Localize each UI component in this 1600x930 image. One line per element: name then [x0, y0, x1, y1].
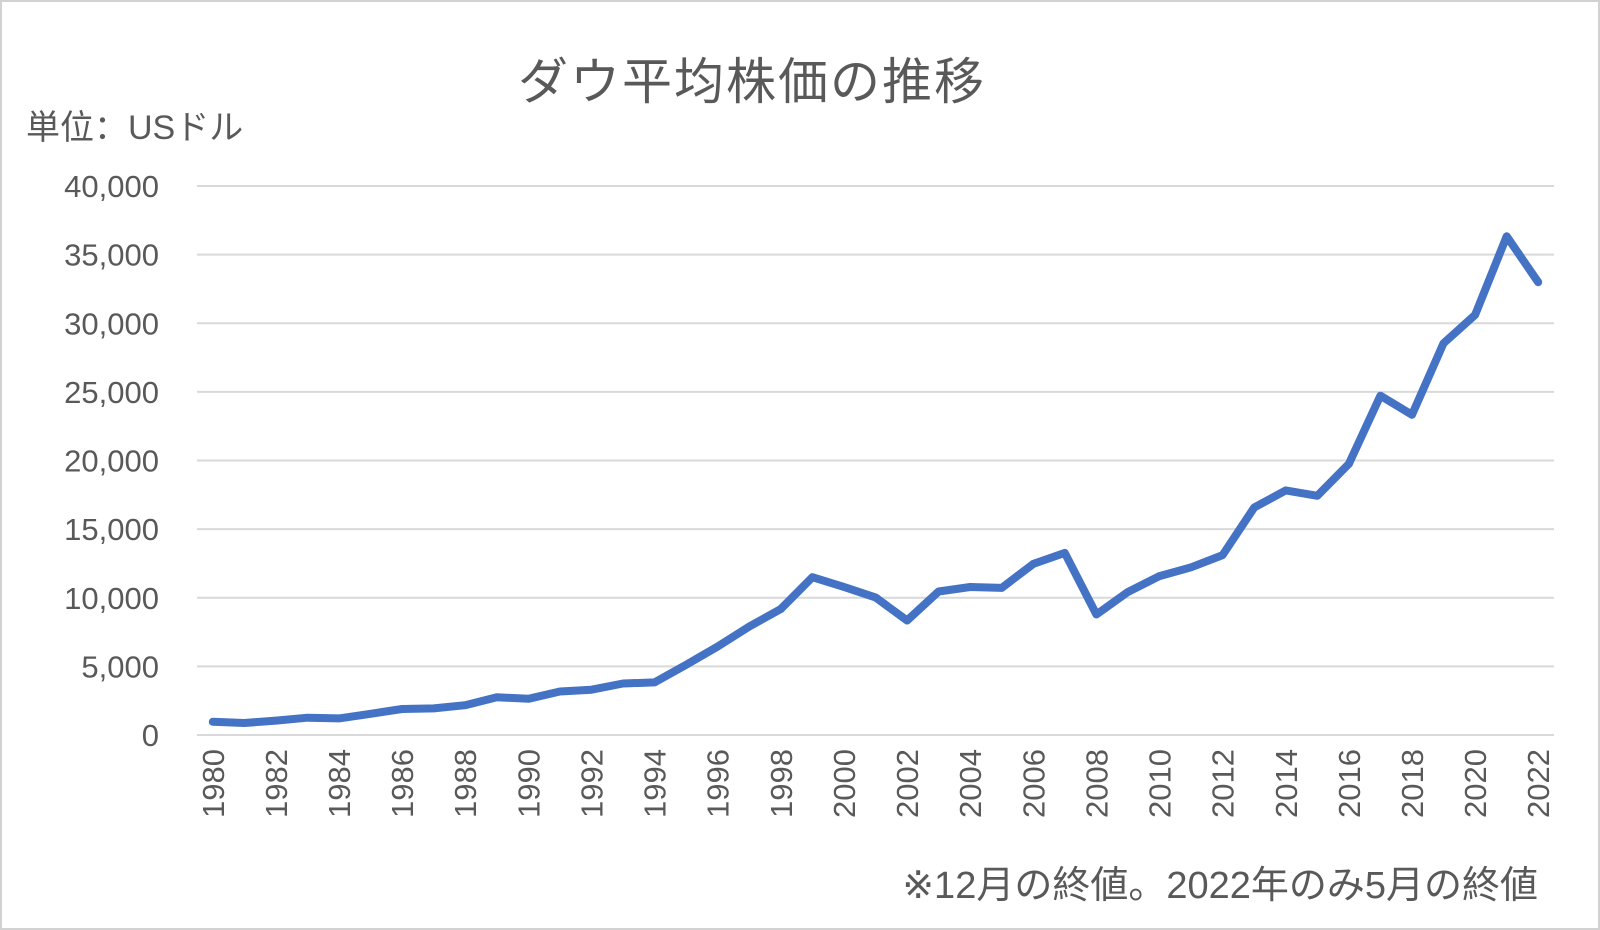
- x-tick-label: 1984: [322, 749, 357, 818]
- x-tick-label: 1998: [764, 749, 799, 818]
- x-tick-label: 2012: [1206, 749, 1241, 818]
- dow-price-line: [208, 232, 1543, 727]
- y-axis-labels: 0 5,000 10,000 15,000 20,000 25,000 30,000 35,0…: [64, 169, 159, 753]
- x-tick-label: 1994: [638, 749, 673, 818]
- x-tick-label: 1992: [574, 749, 609, 818]
- y-tick-label: 20,000: [64, 444, 159, 479]
- chart-title: ダウ平均株価の推移: [518, 54, 986, 110]
- x-tick-label: 2006: [1016, 749, 1051, 818]
- y-tick-label: 30,000: [64, 306, 159, 341]
- y-tick-label: 10,000: [64, 581, 159, 616]
- y-tick-label: 40,000: [64, 169, 159, 204]
- x-tick-label: 2020: [1458, 749, 1493, 818]
- x-tick-label: 1986: [385, 749, 420, 818]
- x-tick-label: 2002: [890, 749, 925, 818]
- x-tick-label: 1980: [196, 749, 231, 818]
- x-tick-label: 2004: [953, 749, 988, 818]
- x-tick-label: 2018: [1395, 749, 1430, 818]
- x-axis-labels: 1980 1982 1984 1986 1988 1990 1992 1994 1996 1998…: [196, 749, 1556, 818]
- y-tick-label: 25,000: [64, 375, 159, 410]
- x-tick-label: 2014: [1269, 749, 1304, 818]
- axis-unit-label: 単位：USドル: [26, 109, 244, 147]
- x-tick-label: 1996: [701, 749, 736, 818]
- x-tick-label: 1982: [259, 749, 294, 818]
- footnote: ※12月の終値。2022年のみ5月の終値: [902, 865, 1538, 907]
- y-tick-label: 15,000: [64, 512, 159, 547]
- y-tick-label: 0: [142, 718, 159, 753]
- y-tick-label: 5,000: [81, 649, 159, 684]
- y-tick-label: 35,000: [64, 238, 159, 273]
- x-tick-label: 1990: [511, 749, 546, 818]
- x-tick-label: 1988: [448, 749, 483, 818]
- x-tick-label: 2010: [1143, 749, 1178, 818]
- x-tick-label: 2022: [1521, 749, 1556, 818]
- x-tick-label: 2000: [827, 749, 862, 818]
- x-tick-label: 2008: [1079, 749, 1114, 818]
- x-tick-label: 2016: [1332, 749, 1367, 818]
